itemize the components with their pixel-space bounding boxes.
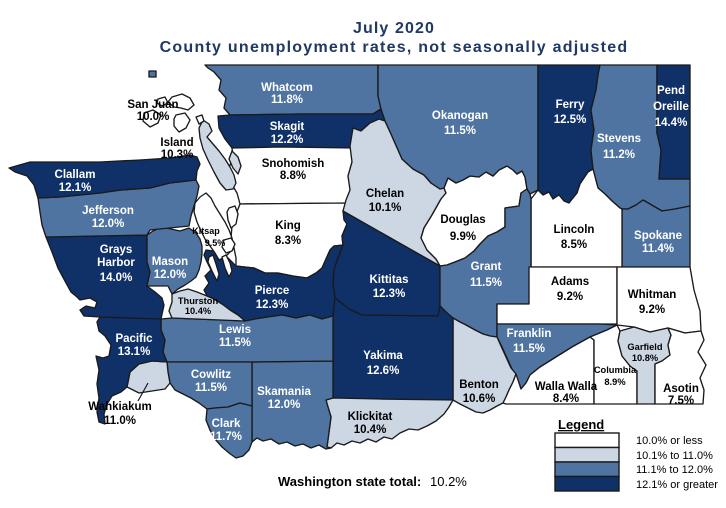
svg-text:Yakima: Yakima <box>363 350 403 362</box>
svg-text:10.3%: 10.3% <box>161 149 194 161</box>
svg-text:11.4%: 11.4% <box>642 243 674 255</box>
svg-text:12.1%: 12.1% <box>59 182 92 194</box>
svg-text:Douglas: Douglas <box>440 214 485 226</box>
svg-text:12.2%: 12.2% <box>271 134 304 146</box>
svg-text:Walla Walla: Walla Walla <box>535 381 598 393</box>
svg-text:Skamania: Skamania <box>257 386 311 398</box>
svg-text:12.0%: 12.0% <box>154 269 187 281</box>
svg-text:10.2%: 10.2% <box>430 474 467 489</box>
svg-text:Stevens: Stevens <box>597 133 641 145</box>
svg-text:12.5%: 12.5% <box>554 114 587 126</box>
svg-text:Clallam: Clallam <box>55 169 96 181</box>
svg-text:Okanogan: Okanogan <box>432 110 488 122</box>
svg-text:Clark: Clark <box>212 418 241 430</box>
svg-text:12.0%: 12.0% <box>92 218 125 230</box>
svg-text:Washington state total:: Washington state total: <box>278 474 421 489</box>
svg-text:11.5%: 11.5% <box>219 337 251 349</box>
svg-text:Pend: Pend <box>657 85 685 97</box>
svg-text:11.5%: 11.5% <box>195 382 227 394</box>
svg-text:9.2%: 9.2% <box>639 304 665 316</box>
svg-text:12.1% or greater: 12.1% or greater <box>636 479 718 491</box>
svg-text:San Juan: San Juan <box>127 99 178 111</box>
svg-text:9.5%: 9.5% <box>205 238 226 248</box>
svg-text:10.0% or less: 10.0% or less <box>636 435 703 447</box>
svg-text:11.1% to 12.0%: 11.1% to 12.0% <box>636 464 713 476</box>
svg-text:10.4%: 10.4% <box>185 306 212 316</box>
svg-text:Benton: Benton <box>459 379 499 391</box>
svg-text:Grant: Grant <box>471 261 502 273</box>
svg-text:11.5%: 11.5% <box>513 343 545 355</box>
svg-text:Legend: Legend <box>558 417 604 432</box>
svg-text:13.1%: 13.1% <box>118 346 151 358</box>
svg-text:Skagit: Skagit <box>270 121 305 133</box>
svg-text:8.4%: 8.4% <box>553 393 579 405</box>
svg-text:10.1%: 10.1% <box>369 202 402 214</box>
svg-text:8.5%: 8.5% <box>561 239 587 251</box>
svg-text:Garfield: Garfield <box>627 342 662 352</box>
svg-text:Oreille: Oreille <box>653 101 689 113</box>
svg-text:Snohomish: Snohomish <box>262 158 325 170</box>
svg-text:Mason: Mason <box>152 256 188 268</box>
svg-text:10.8%: 10.8% <box>632 353 659 363</box>
svg-text:8.3%: 8.3% <box>275 235 301 247</box>
svg-text:Grays: Grays <box>100 244 133 256</box>
svg-text:Wahkiakum: Wahkiakum <box>88 401 151 413</box>
svg-text:Asotin: Asotin <box>663 383 699 395</box>
svg-text:Chelan: Chelan <box>366 188 404 200</box>
svg-text:Thurston: Thurston <box>178 296 219 306</box>
svg-text:11.7%: 11.7% <box>210 431 242 443</box>
svg-text:10.0%: 10.0% <box>137 111 170 123</box>
svg-text:11.8%: 11.8% <box>271 94 303 106</box>
svg-text:10.4%: 10.4% <box>354 424 387 436</box>
svg-text:Whitman: Whitman <box>628 289 677 301</box>
svg-text:12.0%: 12.0% <box>268 399 301 411</box>
svg-text:11.5%: 11.5% <box>444 125 476 137</box>
svg-text:11.2%: 11.2% <box>603 149 635 161</box>
svg-text:14.4%: 14.4% <box>655 117 688 129</box>
svg-text:10.6%: 10.6% <box>463 393 496 405</box>
svg-text:Adams: Adams <box>551 276 589 288</box>
svg-text:Cowlitz: Cowlitz <box>191 369 231 381</box>
svg-text:12.3%: 12.3% <box>256 299 289 311</box>
svg-text:Klickitat: Klickitat <box>348 411 393 423</box>
svg-text:Jefferson: Jefferson <box>82 205 134 217</box>
svg-text:8.9%: 8.9% <box>604 377 626 387</box>
svg-text:Kitsap: Kitsap <box>192 226 220 236</box>
svg-text:Harbor: Harbor <box>97 257 135 269</box>
svg-text:Franklin: Franklin <box>507 328 552 340</box>
svg-text:11.5%: 11.5% <box>470 277 502 289</box>
svg-text:9.9%: 9.9% <box>450 231 476 243</box>
svg-text:Spokane: Spokane <box>634 230 682 242</box>
svg-text:11.0%: 11.0% <box>104 415 136 427</box>
svg-text:Pacific: Pacific <box>115 333 153 345</box>
svg-text:Columbia: Columbia <box>594 365 637 375</box>
svg-text:9.2%: 9.2% <box>557 291 583 303</box>
svg-text:7.5%: 7.5% <box>668 395 694 407</box>
svg-text:8.8%: 8.8% <box>280 170 306 182</box>
svg-text:12.3%: 12.3% <box>373 288 406 300</box>
svg-text:14.0%: 14.0% <box>100 272 133 284</box>
svg-text:10.1% to 11.0%: 10.1% to 11.0% <box>636 450 713 462</box>
svg-text:Lewis: Lewis <box>219 324 251 336</box>
svg-text:Island: Island <box>160 137 193 149</box>
svg-text:Ferry: Ferry <box>556 99 585 111</box>
svg-text:Kittitas: Kittitas <box>370 274 409 286</box>
svg-text:Lincoln: Lincoln <box>554 224 595 236</box>
svg-text:Pierce: Pierce <box>255 285 290 297</box>
svg-text:12.6%: 12.6% <box>367 365 400 377</box>
svg-text:Whatcom: Whatcom <box>261 82 313 94</box>
svg-text:King: King <box>275 220 301 232</box>
